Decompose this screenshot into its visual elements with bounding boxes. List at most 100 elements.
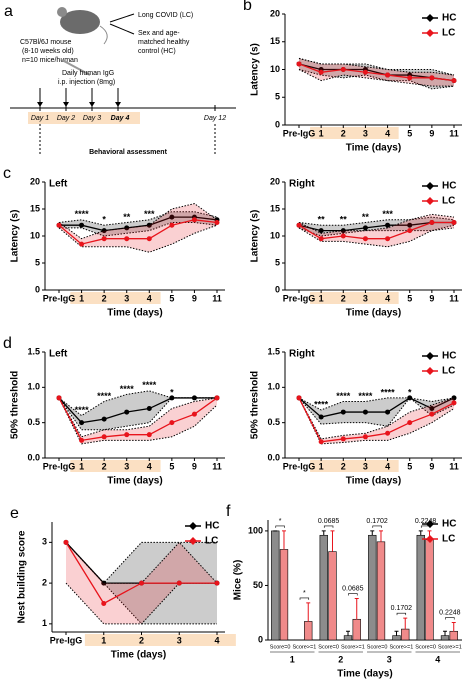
y-tick-label: 0.5 (27, 417, 40, 427)
data-point (56, 222, 62, 228)
panel-label: e (10, 505, 19, 522)
data-point (340, 409, 346, 415)
x-tick-label: 1 (79, 461, 84, 471)
panel-label: f (226, 503, 231, 520)
bracket (396, 612, 407, 616)
data-point (429, 75, 435, 81)
p-value: 0.0685 (318, 518, 340, 525)
x-tick-label: Score>=1 (438, 644, 462, 650)
y-tick-label: 10 (30, 230, 40, 240)
x-tick-label: Pre-IgG (283, 461, 316, 471)
x-axis-title: Time (days) (111, 650, 166, 661)
data-point (191, 217, 197, 223)
x-tick-label: Score=0 (270, 644, 291, 650)
x-tick-label: 11 (212, 293, 222, 303)
bracket (372, 525, 382, 528)
legend-marker (426, 29, 434, 37)
mouse-text: (8-10 weeks old) (22, 48, 74, 55)
x-tick-label: 2 (341, 461, 346, 471)
y-tick-label: 1.0 (27, 382, 40, 392)
y-tick-label: 15 (270, 36, 280, 46)
bar (376, 541, 386, 641)
day-label: Day 2 (57, 115, 75, 122)
data-point (385, 72, 391, 78)
x-tick-label: 1 (319, 293, 324, 303)
data-point (146, 432, 152, 438)
bar (368, 534, 377, 641)
bar (343, 635, 353, 641)
x-tick-label: 4 (214, 635, 219, 645)
significance: **** (75, 405, 90, 415)
data-point (79, 222, 85, 228)
bracket (299, 597, 310, 600)
data-point (79, 437, 85, 443)
p-value: 0.1702 (366, 518, 388, 525)
bracket (348, 593, 358, 596)
group-text: matched healthy (138, 39, 190, 46)
series-line (298, 63, 455, 82)
band-lower (298, 227, 455, 248)
bar (440, 635, 450, 641)
x-tick-label: Score=0 (367, 644, 388, 650)
band-lower (65, 582, 217, 625)
y-tick-label: 100 (248, 525, 263, 535)
data-point (214, 395, 220, 401)
x-tick-label: 2 (341, 128, 346, 138)
significance: **** (75, 209, 90, 219)
error-band (59, 397, 217, 444)
data-point (385, 222, 391, 228)
x-tick-label: 3 (363, 461, 368, 471)
x-tick-label: 5 (407, 461, 412, 471)
data-point (385, 430, 391, 436)
significance: **** (358, 391, 373, 401)
x-tick-label: Pre-IgG (43, 293, 76, 303)
legend-marker (426, 352, 434, 360)
panel-label: b (243, 0, 252, 14)
injection-text: i.p. injection (8mg) (58, 79, 115, 86)
band-upper (58, 397, 218, 438)
legend-marker (189, 522, 197, 530)
treatment-period (28, 112, 140, 124)
x-tick-label: 9 (429, 128, 434, 138)
subtitle: Left (49, 179, 68, 190)
data-point (451, 400, 457, 406)
data-point (362, 409, 368, 415)
y-tick-label: 0.0 (267, 452, 280, 462)
data-point (56, 395, 62, 401)
y-tick-label: 20 (270, 176, 280, 186)
x-axis-title: Time (days) (346, 143, 401, 154)
legend-label: LC (205, 536, 218, 547)
x-tick-label: 4 (385, 128, 390, 138)
y-tick-label: 0 (275, 119, 280, 129)
panel-label: d (3, 335, 12, 352)
significance: * (102, 215, 106, 225)
timeline-ticks (39, 105, 216, 111)
panel-label: c (3, 165, 11, 182)
panel-label: a (4, 3, 13, 20)
group-text: control (HC) (138, 48, 176, 55)
data-point (340, 233, 346, 239)
significance: **** (314, 399, 329, 409)
significance: ** (123, 212, 131, 222)
x-tick-label: 2 (341, 293, 346, 303)
assessment-text: Behavioral assessment (89, 149, 167, 156)
legend-marker (426, 520, 434, 528)
significance: ** (318, 215, 326, 225)
x-tick-label: Pre-IgG (50, 635, 83, 645)
x-tick-label: 9 (429, 293, 434, 303)
series-line (298, 397, 455, 418)
y-tick-label: 20 (30, 176, 40, 186)
legend-label: HC (442, 519, 456, 530)
data-point (169, 395, 175, 401)
bar (304, 621, 313, 641)
arrows (39, 88, 119, 104)
error-bar (346, 630, 351, 636)
legend-marker (426, 197, 434, 205)
data-point (169, 222, 175, 228)
x-tick-label: Pre-IgG (43, 461, 76, 471)
y-tick-label: 3 (42, 537, 47, 547)
error-bar (306, 602, 311, 622)
y-tick-label: 15 (270, 203, 280, 213)
band-lower (298, 224, 455, 237)
data-point (101, 434, 107, 440)
